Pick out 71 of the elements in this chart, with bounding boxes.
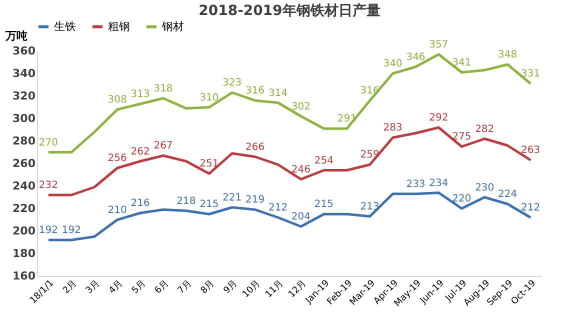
- data-label: 310: [200, 92, 219, 104]
- x-tick-label: 2月: [62, 278, 80, 296]
- data-label: 218: [176, 196, 196, 207]
- y-tick-label: 160: [12, 270, 36, 282]
- data-label: 348: [498, 50, 518, 60]
- x-tick-label: 4月: [107, 278, 125, 296]
- data-label: 230: [475, 182, 494, 194]
- data-label: 210: [108, 204, 127, 216]
- data-label: 204: [291, 212, 311, 222]
- y-tick-label: 180: [12, 247, 36, 260]
- data-label: 318: [154, 83, 173, 94]
- x-tick-label: 8月: [199, 278, 217, 296]
- data-label: 323: [222, 78, 242, 89]
- data-label: 282: [475, 124, 494, 135]
- data-label: 220: [452, 194, 472, 204]
- data-label: 212: [520, 202, 540, 214]
- data-label: 357: [429, 39, 448, 50]
- y-tick-label: 280: [12, 134, 36, 148]
- y-tick-label: 320: [12, 90, 36, 102]
- data-label: 340: [383, 58, 402, 70]
- data-label: 232: [38, 180, 58, 191]
- data-label: 219: [246, 194, 265, 206]
- y-axis-title: 万吨: [4, 30, 28, 42]
- data-label: 302: [291, 101, 311, 112]
- data-label: 292: [429, 112, 448, 124]
- data-label: 314: [268, 88, 288, 99]
- y-tick-label: 240: [12, 180, 36, 192]
- legend-label: 生铁: [54, 20, 76, 33]
- data-label: 316: [246, 86, 265, 96]
- data-label: 266: [246, 142, 265, 153]
- y-tick-label: 300: [12, 112, 36, 125]
- data-label: 275: [452, 132, 472, 143]
- data-label: 192: [38, 225, 58, 236]
- x-tick-label: 7月: [176, 278, 194, 296]
- data-label: 331: [520, 68, 540, 80]
- x-tick-label: 5月: [130, 278, 148, 296]
- data-label: 224: [498, 189, 518, 200]
- y-tick-label: 220: [12, 202, 36, 215]
- data-label: 246: [291, 164, 311, 176]
- data-label: 212: [268, 202, 288, 214]
- data-label: 313: [130, 88, 150, 100]
- data-label: 270: [38, 137, 58, 148]
- data-label: 233: [406, 178, 426, 190]
- legend-label: 钢材: [161, 20, 184, 33]
- x-tick-label: 6月: [153, 278, 171, 296]
- data-label: 215: [200, 199, 219, 210]
- data-label: 346: [406, 52, 426, 63]
- data-label: 192: [62, 225, 81, 236]
- data-label: 308: [108, 94, 127, 106]
- data-label: 234: [429, 178, 448, 189]
- chart-title: 2018-2019年钢铁材日产量: [198, 2, 380, 19]
- x-tick-label: 3月: [84, 278, 102, 296]
- data-label: 221: [222, 192, 242, 204]
- data-label: 283: [383, 122, 402, 134]
- x-tick-label: 9月: [222, 278, 240, 296]
- y-tick-label: 360: [12, 44, 36, 58]
- data-label: 267: [154, 140, 173, 152]
- legend-label: 粗钢: [108, 20, 130, 33]
- data-label: 341: [452, 57, 472, 68]
- data-label: 263: [520, 145, 540, 156]
- data-label: 254: [314, 155, 334, 166]
- x-tick-label: 10月: [241, 278, 263, 300]
- data-label: 216: [130, 198, 150, 209]
- data-label: 215: [314, 199, 334, 210]
- y-tick-label: 260: [12, 157, 36, 170]
- y-tick-label: 200: [12, 224, 36, 238]
- y-tick-label: 340: [12, 67, 36, 80]
- x-tick-label: 11月: [264, 278, 286, 300]
- data-label: 256: [108, 153, 127, 164]
- data-label: 262: [130, 146, 150, 158]
- data-label: 251: [200, 158, 219, 170]
